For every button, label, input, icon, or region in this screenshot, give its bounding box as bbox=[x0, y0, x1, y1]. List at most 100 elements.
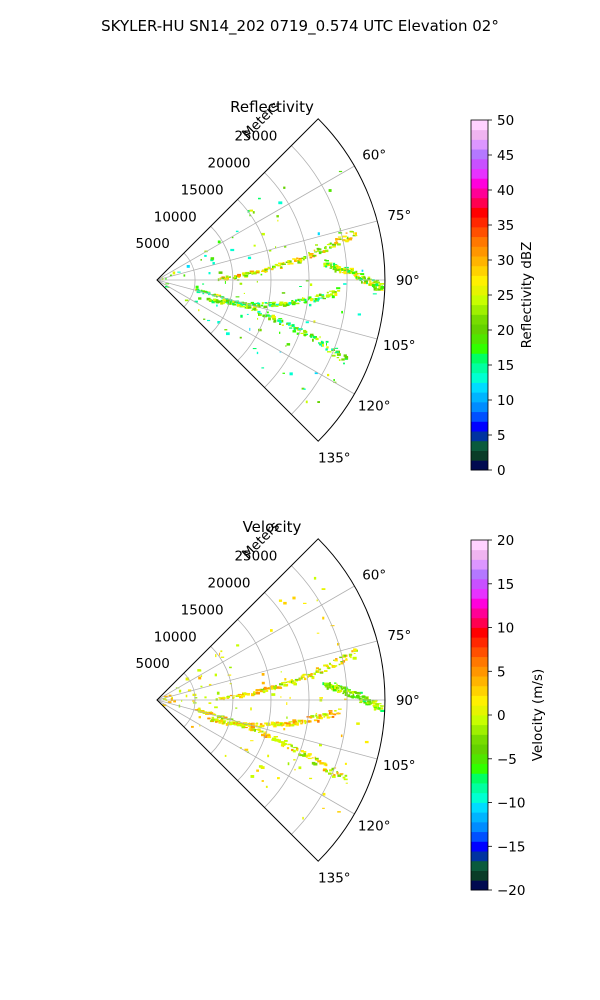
echo-cell bbox=[213, 714, 217, 716]
echo-cell bbox=[340, 661, 344, 662]
echo-cell bbox=[264, 731, 268, 733]
panel-title: Reflectivity bbox=[230, 98, 314, 116]
echo-cell bbox=[302, 297, 306, 300]
echo-cell bbox=[310, 715, 315, 718]
echo-cell bbox=[200, 675, 203, 678]
echo-cell bbox=[244, 692, 246, 694]
echo-cell bbox=[215, 720, 218, 723]
colorbar-segment bbox=[471, 763, 488, 774]
radial-tick-label: 20000 bbox=[208, 156, 251, 172]
colorbar-tick-label: 15 bbox=[497, 577, 514, 593]
echo-cell bbox=[165, 283, 170, 285]
echo-cell bbox=[289, 260, 292, 263]
echo-cell bbox=[286, 323, 290, 325]
echo-cell bbox=[270, 629, 273, 632]
echo-cell bbox=[325, 665, 330, 667]
echo-cell bbox=[255, 722, 259, 724]
echo-cell bbox=[258, 305, 261, 308]
echo-cell bbox=[311, 757, 314, 759]
echo-cell bbox=[249, 726, 253, 729]
echo-cell bbox=[336, 357, 340, 359]
echo-cell bbox=[286, 303, 290, 306]
echo-cell bbox=[170, 698, 173, 701]
echo-cell bbox=[313, 719, 318, 722]
echo-cell bbox=[242, 303, 246, 306]
echo-cell bbox=[185, 694, 188, 698]
echo-cell bbox=[323, 762, 327, 766]
colorbar-segment bbox=[471, 392, 488, 403]
echo-cell bbox=[379, 283, 382, 286]
echo-cell bbox=[354, 275, 357, 278]
echo-cell bbox=[261, 780, 264, 782]
echo-cell bbox=[266, 687, 271, 690]
colorbar-segment bbox=[471, 139, 488, 150]
echo-cell bbox=[235, 722, 239, 726]
colorbar-segment bbox=[471, 363, 488, 374]
echo-cell bbox=[244, 724, 248, 726]
echo-cell bbox=[363, 702, 367, 704]
echo-cell bbox=[310, 333, 314, 337]
echo-cell bbox=[211, 716, 215, 719]
colorbar-segment bbox=[471, 411, 488, 422]
echo-cell bbox=[267, 736, 272, 739]
echo-cell bbox=[334, 264, 339, 267]
echo-cell bbox=[307, 753, 312, 756]
echo-cell bbox=[310, 673, 313, 676]
echo-cell bbox=[252, 306, 257, 309]
echo-cell bbox=[267, 315, 272, 317]
echo-cell bbox=[261, 304, 264, 307]
echo-cell bbox=[287, 762, 290, 766]
colorbar-segment bbox=[471, 460, 488, 471]
colorbar-segment bbox=[471, 314, 488, 325]
colorbar-segment bbox=[471, 226, 488, 238]
echo-cell bbox=[361, 281, 363, 284]
echo-cell bbox=[292, 723, 297, 726]
echo-cell bbox=[250, 729, 254, 731]
echo-cell bbox=[248, 305, 252, 307]
echo-cell bbox=[285, 345, 287, 347]
colorbar-segment bbox=[471, 120, 488, 131]
echo-cell bbox=[344, 659, 348, 661]
echo-cell bbox=[332, 245, 336, 248]
echo-cell bbox=[355, 273, 358, 276]
echo-cell bbox=[239, 723, 243, 725]
echo-cell bbox=[224, 329, 228, 331]
echo-cell bbox=[305, 333, 308, 336]
echo-cell bbox=[326, 346, 329, 349]
echo-cell bbox=[204, 696, 207, 699]
echo-cell bbox=[373, 287, 377, 291]
echo-cell bbox=[241, 305, 246, 308]
echo-cell bbox=[303, 752, 307, 756]
echo-cell bbox=[331, 295, 335, 299]
echo-cell bbox=[331, 354, 336, 357]
echo-cell bbox=[225, 275, 229, 278]
echo-cell bbox=[254, 729, 257, 732]
echo-cell bbox=[365, 696, 368, 700]
echo-cell bbox=[214, 293, 219, 296]
echo-cell bbox=[314, 756, 317, 759]
echo-cell bbox=[260, 273, 263, 276]
echo-cell bbox=[333, 379, 335, 381]
echo-cell bbox=[317, 719, 320, 723]
grid-spoke bbox=[156, 699, 378, 760]
colorbar-segment bbox=[471, 598, 488, 609]
echo-cell bbox=[271, 723, 275, 726]
echo-cell bbox=[194, 697, 198, 699]
echo-cell bbox=[252, 723, 255, 726]
colorbar-tick-label: −20 bbox=[497, 883, 526, 899]
colorbar-segment bbox=[471, 559, 488, 570]
echo-cell bbox=[333, 266, 336, 269]
echo-cell bbox=[326, 687, 329, 690]
echo-cell bbox=[275, 721, 280, 724]
echo-cell bbox=[372, 704, 374, 707]
colorbar-segment bbox=[471, 880, 488, 891]
echo-cell bbox=[255, 691, 260, 695]
echo-cell bbox=[278, 599, 283, 602]
echo-cell bbox=[289, 262, 294, 265]
colorbar-segment bbox=[471, 627, 488, 638]
echo-cell bbox=[375, 699, 377, 703]
echo-cell bbox=[184, 299, 189, 302]
echo-cell bbox=[328, 662, 331, 665]
echo-cell bbox=[250, 707, 252, 711]
echo-cell bbox=[236, 721, 238, 724]
